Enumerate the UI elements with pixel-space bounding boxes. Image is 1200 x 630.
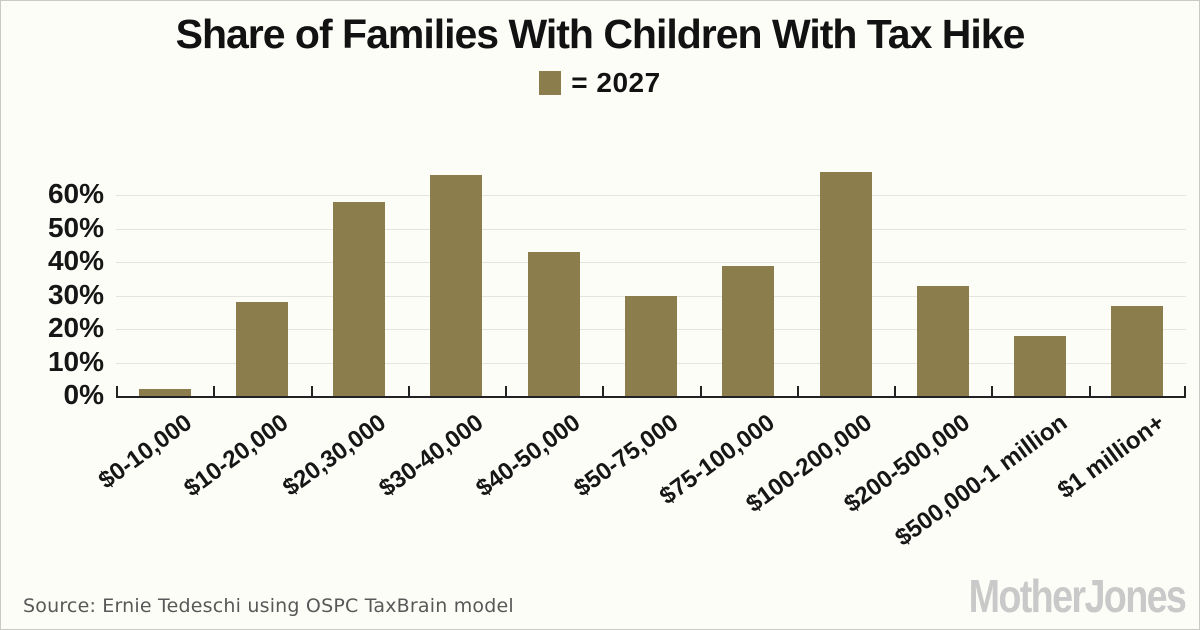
x-axis-label: $10-20,000 <box>179 409 294 503</box>
gridline <box>116 262 1186 264</box>
x-axis-label: $1 million+ <box>1052 409 1170 505</box>
y-axis-label: 60% <box>47 178 104 210</box>
bar-1 <box>138 389 191 396</box>
x-axis-tick <box>602 386 605 396</box>
bar-3 <box>333 202 386 396</box>
y-axis-label: 10% <box>47 345 104 377</box>
x-axis-tick <box>310 386 313 396</box>
y-axis-label: 50% <box>47 211 104 243</box>
x-axis-tick <box>116 386 118 396</box>
bar-9 <box>916 285 969 396</box>
source-text: Source: Ernie Tedeschi using OSPC TaxBra… <box>23 595 514 617</box>
x-axis-tick <box>1088 386 1091 396</box>
x-axis-tick <box>1184 386 1186 396</box>
chart-title: Share of Families With Children With Tax… <box>175 11 1026 57</box>
x-axis-tick <box>796 386 799 396</box>
bar-4 <box>430 175 483 396</box>
gridline <box>116 228 1186 230</box>
x-axis-label: $20,30,000 <box>278 409 392 502</box>
bar-2 <box>235 302 288 396</box>
y-axis-label: 30% <box>47 278 104 310</box>
x-axis-label: $30-40,000 <box>374 409 489 503</box>
y-axis-label: 40% <box>47 245 104 277</box>
bar-7 <box>722 265 775 396</box>
bar-5 <box>527 252 580 396</box>
bar-10 <box>1014 335 1067 396</box>
x-axis-tick <box>991 386 994 396</box>
y-axis-labels: 0% 10% 20% 30% 40% 50% 60% <box>1 151 104 410</box>
y-axis-label: 20% <box>47 312 104 344</box>
x-axis-label: $500,000-1 million <box>889 409 1072 552</box>
x-axis-tick <box>894 386 897 396</box>
x-axis-tick <box>505 386 508 396</box>
bar-6 <box>625 295 677 396</box>
motherjones-logo: MotherJones <box>968 570 1186 622</box>
plot-area <box>116 151 1186 398</box>
bar-11 <box>1111 305 1164 396</box>
y-axis-label: 0% <box>63 379 104 410</box>
legend-label: = 2027 <box>571 67 661 98</box>
x-axis-label: $40-50,000 <box>471 409 586 503</box>
x-axis-line <box>116 396 1186 398</box>
x-axis-tick <box>407 386 410 396</box>
x-axis-labels: $0-10,000 $10-20,000 $20,30,000 $30-40,000 $… <box>93 399 1186 574</box>
x-axis-tick <box>213 386 216 396</box>
legend: = 2027 <box>1 67 1199 98</box>
legend-swatch-square-icon <box>539 71 562 95</box>
bar-8 <box>819 172 872 396</box>
gridline <box>116 195 1186 197</box>
x-axis-tick <box>699 386 702 396</box>
